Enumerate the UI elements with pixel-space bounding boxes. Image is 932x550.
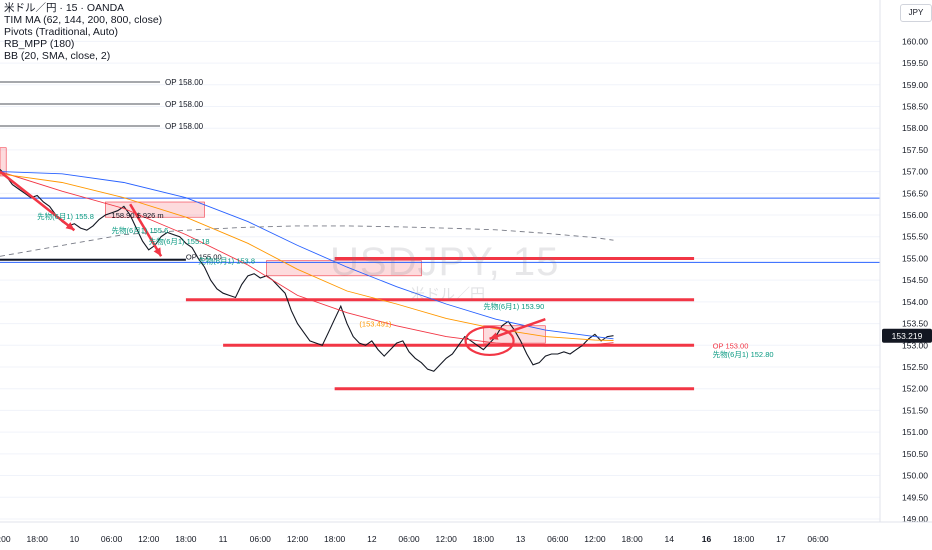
price-tick-label: 156.00 — [902, 210, 928, 220]
supply-zone[interactable] — [266, 260, 422, 277]
annotation-label: 先物(6月1) 155.8 — [37, 211, 94, 221]
trend-arrow-head — [489, 332, 499, 340]
currency-button[interactable]: JPY — [900, 4, 932, 22]
time-tick-label: 06:00 — [807, 534, 829, 544]
op-level-label: OP 158.00 — [165, 78, 204, 87]
time-tick-label: 18:00 — [175, 534, 197, 544]
legend-pivots[interactable]: Pivots (Traditional, Auto) — [4, 26, 118, 38]
time-tick-label: 12:00 — [0, 534, 11, 544]
time-tick-label: 18:00 — [621, 534, 643, 544]
time-tick-label: 17 — [776, 534, 786, 544]
annotation-label: 158.90 $ 926 m — [112, 211, 164, 220]
symbol-watermark: USDJPY, 15 — [330, 240, 560, 284]
supply-zone[interactable] — [0, 147, 7, 177]
price-tick-label: 155.50 — [902, 232, 928, 242]
op-level-label: OP 158.00 — [165, 122, 204, 131]
series-ma62[interactable] — [0, 171, 614, 347]
annotation-label: 先物(6月1) 155.6 — [112, 225, 169, 235]
chart-series — [0, 169, 614, 372]
price-tick-label: 150.00 — [902, 471, 928, 481]
current-price-label: 153.219 — [892, 331, 923, 341]
supply-demand-zones — [0, 147, 546, 344]
symbol-name-watermark: 米ドル／円 — [410, 286, 486, 303]
price-tick-label: 159.50 — [902, 58, 928, 68]
price-tick-label: 151.00 — [902, 427, 928, 437]
price-axis-bg — [880, 0, 932, 550]
trend-arrow-head — [153, 247, 162, 257]
price-tick-label: 149.50 — [902, 492, 928, 502]
time-tick-label: 18:00 — [324, 534, 346, 544]
time-tick-label: 12 — [367, 534, 377, 544]
time-tick-label: 18:00 — [27, 534, 49, 544]
annotation-label: OP 153.00 — [713, 341, 749, 350]
annotation-label: 先物(6月1) 153.8 — [198, 256, 255, 266]
price-tick-label: 153.50 — [902, 319, 928, 329]
price-tick-label: 150.50 — [902, 449, 928, 459]
legend-rb-mpp[interactable]: RB_MPP (180) — [4, 38, 75, 50]
annotation-label: (153.491) — [359, 320, 392, 329]
price-tick-label: 152.00 — [902, 384, 928, 394]
annotation-label: 先物(6月1) 155.18 — [149, 236, 210, 246]
legend-bb[interactable]: BB (20, SMA, close, 2) — [4, 50, 111, 62]
legend-tim-ma[interactable]: TIM MA (62, 144, 200, 800, close) — [4, 14, 163, 26]
time-tick-label: 12:00 — [138, 534, 160, 544]
time-tick-label: 11 — [219, 534, 228, 544]
price-tick-label: 159.00 — [902, 80, 928, 90]
highlight-ellipse[interactable] — [464, 325, 515, 357]
price-tick-label: 155.00 — [902, 253, 928, 263]
time-tick-label: 06:00 — [101, 534, 123, 544]
time-tick-label: 12:00 — [436, 534, 458, 544]
trend-arrow[interactable] — [129, 203, 163, 257]
op-level-label: OP 158.00 — [165, 100, 204, 109]
price-tick-label: 152.50 — [902, 362, 928, 372]
legend-symbol[interactable]: 米ドル／円 · 15 · OANDA — [4, 2, 125, 14]
indicator-legend: 米ドル／円 · 15 · OANDA TIM MA (62, 144, 200,… — [4, 2, 162, 62]
price-tick-label: 151.50 — [902, 405, 928, 415]
time-tick-label: 12:00 — [287, 534, 309, 544]
time-axis[interactable]: 12:00 18:00 10 06:00 12:00 18:00 11 06:00 12:00 1… — [0, 521, 932, 544]
price-tick-label: 156.50 — [902, 188, 928, 198]
price-tick-label: 154.50 — [902, 275, 928, 285]
time-tick-label: 06:00 — [250, 534, 272, 544]
time-tick-label: 10 — [70, 534, 80, 544]
trend-arrow[interactable] — [489, 318, 546, 340]
annotation-label: OP 155.00 — [186, 252, 222, 261]
series-ma200[interactable] — [0, 171, 614, 340]
time-tick-label: 18:00 — [733, 534, 755, 544]
time-tick-label: 16 — [702, 534, 712, 544]
current-price-tag — [882, 328, 932, 343]
price-tick-label: 158.50 — [902, 101, 928, 111]
price-tick-label: 157.00 — [902, 167, 928, 177]
annotation-label: 先物(6月1) 152.80 — [713, 349, 774, 359]
price-tick-label: 160.00 — [902, 36, 928, 46]
time-tick-label: 06:00 — [547, 534, 569, 544]
series-ma144[interactable] — [0, 173, 614, 341]
series-close[interactable] — [0, 169, 614, 372]
trend-arrow[interactable] — [0, 170, 76, 232]
price-tick-label: 158.00 — [902, 123, 928, 133]
time-tick-label: 12:00 — [584, 534, 606, 544]
trend-arrow-head — [65, 222, 75, 231]
price-axis[interactable]: 160.00 159.50 159.00 158.50 158.00 157.50 157.… — [879, 0, 932, 550]
price-tick-label: 153.00 — [902, 340, 928, 350]
annotation-label: 先物(6月1) 153.90 — [483, 301, 544, 311]
price-tick-label: 154.00 — [902, 297, 928, 307]
time-tick-label: 06:00 — [398, 534, 420, 544]
time-tick-label: 18:00 — [473, 534, 495, 544]
price-tick-label: 157.50 — [902, 145, 928, 155]
time-tick-label: 13 — [516, 534, 526, 544]
price-tick-label: 149.00 — [902, 514, 928, 524]
time-tick-label: 14 — [665, 534, 675, 544]
